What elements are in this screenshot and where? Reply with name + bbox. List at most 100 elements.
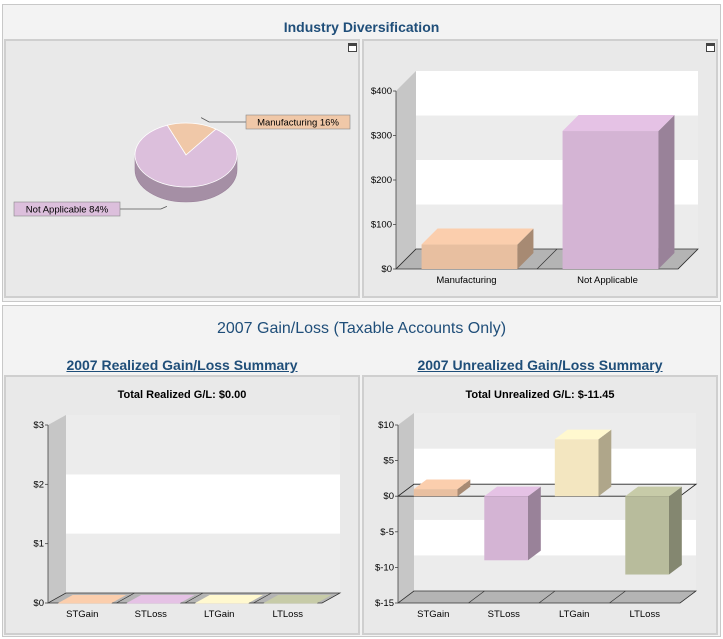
bar-side-1 <box>528 486 541 561</box>
x-tick-label-2: LTGain <box>559 609 589 620</box>
bar-top-1 <box>562 115 675 132</box>
bar-top-3 <box>263 595 332 603</box>
floor-divider-1 <box>468 590 485 604</box>
unrealized-heading-link[interactable]: 2007 Unrealized Gain/Loss Summary <box>417 357 663 373</box>
floor-divider-1 <box>116 592 135 604</box>
floor-divider-0 <box>395 248 417 270</box>
y-tick-label-0: $0 <box>33 598 44 609</box>
bar-face-0 <box>413 489 458 497</box>
bar-top-2 <box>554 429 612 440</box>
bar-face-2 <box>554 439 599 497</box>
pie-label-box-1 <box>13 201 121 217</box>
bar-0 <box>58 595 127 604</box>
pie-slice-0 <box>166 122 217 156</box>
bar-top-0 <box>413 479 471 490</box>
bar-side-0 <box>517 228 534 269</box>
y-tick-label-1: $100 <box>371 220 392 231</box>
floor-divider-0 <box>397 590 415 604</box>
pie-leader-0 <box>200 117 246 123</box>
x-tick-label-3: LTLoss <box>630 609 661 620</box>
floor-divider-2 <box>184 592 204 604</box>
wall-band-2 <box>66 415 340 475</box>
pie-slice-1 <box>134 124 238 188</box>
x-tick-label-1: STLoss <box>135 609 167 620</box>
bar-top-1 <box>126 595 195 603</box>
y-tick-label-0: $-15 <box>375 598 394 609</box>
y-tick-label-5: $10 <box>378 420 394 431</box>
bar-top-3 <box>625 486 682 497</box>
x-tick-label-0: Manufacturing <box>436 275 496 286</box>
bar-2 <box>554 429 612 497</box>
floor-divider-2 <box>677 248 699 270</box>
side-wall <box>396 71 416 269</box>
pie-label-box-0 <box>245 114 351 130</box>
y-tick-label-3: $3 <box>33 420 44 431</box>
gain-loss-title: 2007 Gain/Loss (Taxable Accounts Only) <box>216 320 507 337</box>
bar-3 <box>625 486 682 575</box>
floor-divider-4 <box>321 592 341 604</box>
y-tick-label-1: $1 <box>33 539 44 550</box>
x-tick-label-0: STGain <box>417 609 449 620</box>
bar-top-0 <box>421 228 534 245</box>
side-wall <box>398 413 414 603</box>
bar-top-0 <box>58 595 127 603</box>
realized-total: Total Realized G/L: $0.00 <box>117 389 247 401</box>
zero-plane <box>396 483 698 497</box>
x-tick-label-2: LTGain <box>204 609 234 620</box>
wall-band-0 <box>66 533 340 593</box>
industry-bar-chart: $0 $100 $200 $300 $400 Manufacturing Not Appli… <box>371 71 699 286</box>
bar-face-3 <box>625 496 670 575</box>
industry-bar-panel: $0 $100 $200 $300 $400 Manufacturing Not Appli… <box>362 39 718 298</box>
bar-0 <box>413 479 471 497</box>
bar-face-2 <box>195 603 249 604</box>
x-tick-label-1: Not Applicable <box>577 275 638 286</box>
pie-leader-1 <box>120 206 168 210</box>
y-tick-label-4: $5 <box>383 456 394 467</box>
wall-band-1 <box>66 474 340 534</box>
y-tick-label-2: $200 <box>371 175 392 186</box>
pie-chart: Manufacturing 16% Not Applicable 84% <box>13 114 351 217</box>
bar-3 <box>263 595 332 604</box>
y-tick-label-3: $0 <box>383 491 394 502</box>
x-tick-label-3: LTLoss <box>273 609 304 620</box>
maximize-icon[interactable] <box>348 43 357 52</box>
pie-label-0: Manufacturing 16% <box>257 118 339 129</box>
bar-1 <box>562 115 675 269</box>
x-tick-label-1: STLoss <box>488 609 520 620</box>
industry-title: Industry Diversification <box>283 19 440 35</box>
realized-heading-link[interactable]: 2007 Realized Gain/Loss Summary <box>66 357 298 373</box>
x-tick-label-0: STGain <box>66 609 98 620</box>
unrealized-total: Total Unrealized G/L: $-11.45 <box>465 389 615 401</box>
y-tick-label-3: $300 <box>371 131 392 142</box>
bar-side-2 <box>598 429 612 497</box>
y-tick-label-1: $-10 <box>375 562 394 573</box>
floor-divider-2 <box>538 590 556 604</box>
pie-chart-panel: Manufacturing 16% Not Applicable 84% <box>4 39 360 298</box>
floor-divider-0 <box>47 592 67 604</box>
bar-face-1 <box>562 131 659 269</box>
bar-side-0 <box>457 479 471 497</box>
floor-divider-4 <box>679 590 697 604</box>
bar-face-1 <box>484 496 529 561</box>
floor-divider-3 <box>609 590 626 604</box>
floor-divider-3 <box>253 592 272 604</box>
bar-1 <box>126 595 195 604</box>
unrealized-bar-chart: $-15 $-10 $-5 $0 $5 $10 STGain STLoss LTGain LTLo… <box>375 413 698 620</box>
bar-face-0 <box>421 244 518 269</box>
y-tick-label-2: $2 <box>33 479 44 490</box>
bar-face-0 <box>58 603 112 604</box>
y-tick-label-2: $-5 <box>380 527 394 538</box>
realized-chart-panel: Total Realized G/L: $0.00 $0 $1 $2 $3 STGain… <box>4 375 360 635</box>
maximize-icon[interactable] <box>706 43 715 52</box>
bar-side-1 <box>658 115 675 269</box>
bar-face-1 <box>126 603 181 604</box>
bar-2 <box>195 595 264 604</box>
bar-top-1 <box>484 486 541 497</box>
y-tick-label-4: $400 <box>371 86 392 97</box>
bar-top-2 <box>195 595 264 603</box>
bar-0 <box>421 228 534 269</box>
bar-face-3 <box>263 603 318 604</box>
floor-divider-1 <box>536 248 558 270</box>
wall-band-3 <box>416 71 698 116</box>
bar-side-3 <box>669 486 682 575</box>
